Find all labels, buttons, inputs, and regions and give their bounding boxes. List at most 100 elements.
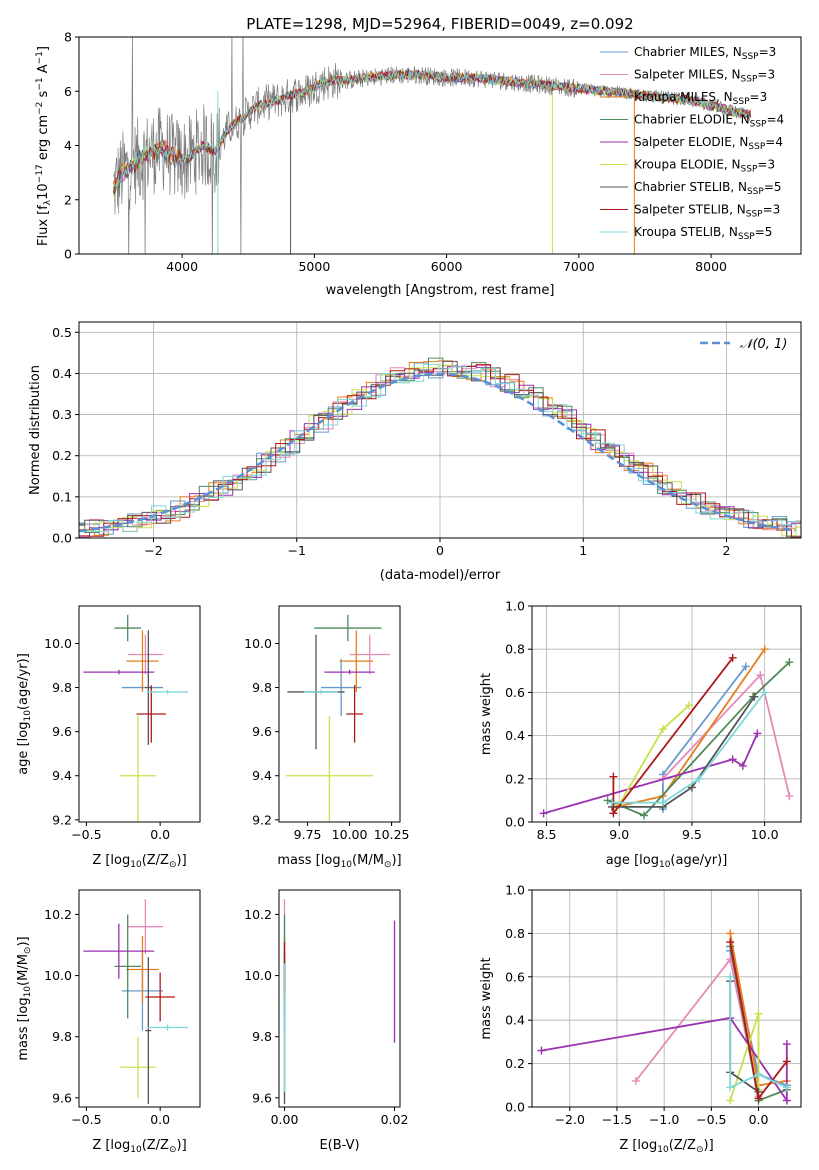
weight-marker [658,798,667,807]
y-tick-label: 10.0 [44,636,72,651]
errorbar-point-4 [83,923,155,979]
label-part: (Z/Z [142,853,169,868]
label-part: =4 [766,113,784,127]
weight-marker [658,725,667,734]
label-part: Z [log [92,853,130,868]
y-tick-label: 9.6 [252,724,272,739]
errorbar-point-3 [314,614,382,642]
y-axis-label: Flux [fλ​10−17​ erg cm−2​ s−1​ A−1​] [35,46,53,246]
y-axis-label: age [log10​(age/yr)] [16,653,33,775]
plot-area [537,929,791,1105]
label-part: Chabrier STELIB, N [634,180,747,194]
x-tick-label: −2.0 [555,1112,585,1127]
mass-weight-vs-Z-panel: −2.0 −1.5 −1.0 −0.5 0.0 0.0 0.2 0.4 0.6 0.8 1.0 Z [… [479,883,802,1155]
x-tick-label: 1 [579,543,587,558]
y-tick-label: 9.4 [252,768,272,783]
label-part: =4 [765,135,783,149]
label-part: age [log [606,853,659,868]
plot-area [112,37,752,254]
x-axis-label: Z [log10​(Z/Z⊙​)] [92,1138,186,1155]
x-tick-label: 9.75 [294,827,322,842]
residuals-panel: −2 −1 0 1 2 0.0 0.1 0.2 0.3 0.4 0.5 𝒩(0, 1) (data-mo… [28,321,802,583]
errorbar-point-7 [145,972,175,1022]
weight-marker [609,772,618,781]
legend-entry: Kroupa STELIB, NSSP​=5 [634,225,772,242]
legend-entry: Chabrier STELIB, NSSP​=5 [634,180,782,197]
weight-series-4 [539,729,762,818]
y-tick-label: 10.2 [44,907,72,922]
y-tick-label: 0.5 [52,325,72,340]
y-tick-label: 2 [64,192,72,207]
y-tick-label: 6 [64,84,72,99]
legend-entry: Chabrier ELODIE, NSSP​=4 [634,113,784,130]
label-part: −1 [35,77,45,90]
label-part: SSP [741,165,758,175]
plot-area [283,899,396,1104]
y-tick-label: 0.3 [52,407,72,422]
y-tick-label: 0.8 [505,926,525,941]
plot-area [539,645,794,820]
y-tick-label: 0.4 [52,366,72,381]
legend-entry: Salpeter MILES, NSSP​=3 [634,68,775,85]
y-tick-label: 0.6 [505,685,525,700]
label-part: =5 [764,180,782,194]
x-tick-label: −2 [144,543,162,558]
label-part: ⊙ [384,860,392,870]
label-part: )] [177,1138,187,1153]
weight-line [729,976,788,1089]
weight-line [635,957,760,1097]
x-tick-label: 0.0 [150,1112,170,1127]
label-part: Flux [f [36,205,51,246]
label-part: SSP [748,142,765,152]
weight-marker [687,783,696,792]
x-tick-label: 0.0 [749,1112,769,1127]
label-part: )] [391,853,401,868]
weight-marker [539,809,548,818]
weight-marker [609,809,618,818]
weight-line [616,648,766,808]
label-part: −2 [35,102,45,115]
x-axis-label: Z [log10​(Z/Z⊙​)] [619,1138,713,1155]
label-part: Z [log [619,1138,657,1153]
x-tick-label: 5000 [298,259,330,274]
weight-marker [785,658,794,667]
label-part: (Z/Z [142,1138,169,1153]
label-part: Kroupa STELIB, N [634,225,738,239]
legend-entry: 𝒩(0, 1) [740,337,787,352]
errorbar-point-1 [127,899,164,955]
x-tick-label: −1 [288,543,306,558]
errorbar-point-0 [321,658,362,717]
label-part: mass [log [277,853,340,868]
y-tick-label: 1.0 [505,883,525,898]
weight-series-7 [726,938,791,1103]
weight-marker [726,938,735,947]
errorbar-point-6 [145,957,152,1104]
x-tick-label: −1.5 [602,1112,632,1127]
weight-marker [639,811,648,820]
label-part: Kroupa ELODIE, N [634,158,741,172]
label-part: −17 [35,164,45,183]
label-part: SSP [747,187,764,197]
weight-marker [750,692,759,701]
errorbar-point-5 [285,716,374,822]
weight-marker [782,1057,791,1066]
age-vs-Z-panel: −0.5 0.0 9.2 9.4 9.6 9.8 10.0 Z [log10​(Z/Z⊙​)]… [16,605,201,870]
mass-vs-ebv-panel: 0.00 0.02 9.6 9.8 10.0 10.2 E(B-V) [244,889,408,1153]
weight-line [607,661,791,817]
label-part: =3 [759,45,777,59]
label-part: =3 [757,68,775,82]
y-tick-label: 10.0 [44,968,72,983]
weight-series-5 [615,701,694,809]
weight-marker [754,1094,763,1103]
weight-marker [760,645,769,654]
errorbar-point-4 [324,669,375,675]
legend-entry: Salpeter ELODIE, NSSP​=4 [634,135,783,152]
axes-frame [531,889,802,1108]
axes-frame [278,889,401,1108]
x-axis-label: mass [log10​(M/M⊙​)] [277,853,401,870]
x-tick-label: −0.5 [71,827,101,842]
errorbar-point-8 [146,1024,189,1031]
weight-marker [631,1076,640,1085]
x-tick-label: 7000 [563,259,595,274]
weight-marker [726,1083,735,1092]
